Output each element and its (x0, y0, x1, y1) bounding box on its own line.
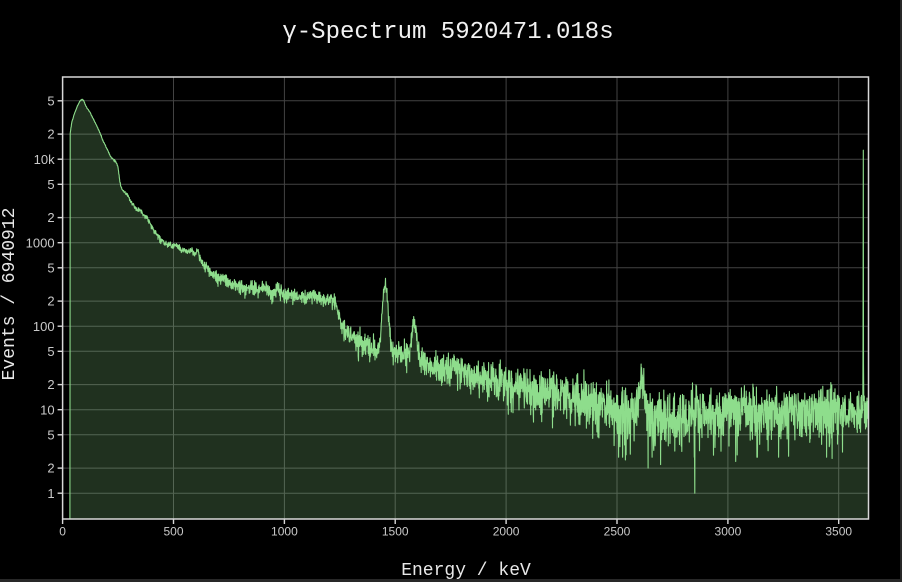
svg-text:2500: 2500 (604, 525, 631, 539)
svg-text:γ-Spectrum 5920471.018s: γ-Spectrum 5920471.018s (282, 19, 613, 46)
svg-text:3000: 3000 (715, 525, 742, 539)
svg-text:Energy / keV: Energy / keV (401, 561, 531, 581)
svg-text:Events / 6940912: Events / 6940912 (0, 208, 20, 381)
svg-text:5: 5 (47, 177, 54, 192)
svg-text:10: 10 (40, 402, 54, 417)
svg-text:500: 500 (163, 525, 183, 539)
svg-text:2: 2 (47, 294, 54, 309)
svg-text:3500: 3500 (825, 525, 852, 539)
svg-text:100: 100 (33, 319, 55, 334)
svg-text:2: 2 (47, 461, 54, 476)
svg-text:1: 1 (47, 486, 54, 501)
svg-text:2: 2 (47, 377, 54, 392)
svg-text:1000: 1000 (26, 235, 55, 250)
svg-text:2: 2 (47, 127, 54, 142)
svg-text:0: 0 (59, 525, 66, 539)
svg-text:2000: 2000 (493, 525, 520, 539)
svg-text:5: 5 (47, 93, 54, 108)
svg-text:5: 5 (47, 427, 54, 442)
svg-text:1500: 1500 (382, 525, 409, 539)
svg-text:2: 2 (47, 210, 54, 225)
svg-text:5: 5 (47, 260, 54, 275)
svg-text:5: 5 (47, 344, 54, 359)
svg-text:1000: 1000 (271, 525, 298, 539)
svg-text:10k: 10k (34, 152, 55, 167)
